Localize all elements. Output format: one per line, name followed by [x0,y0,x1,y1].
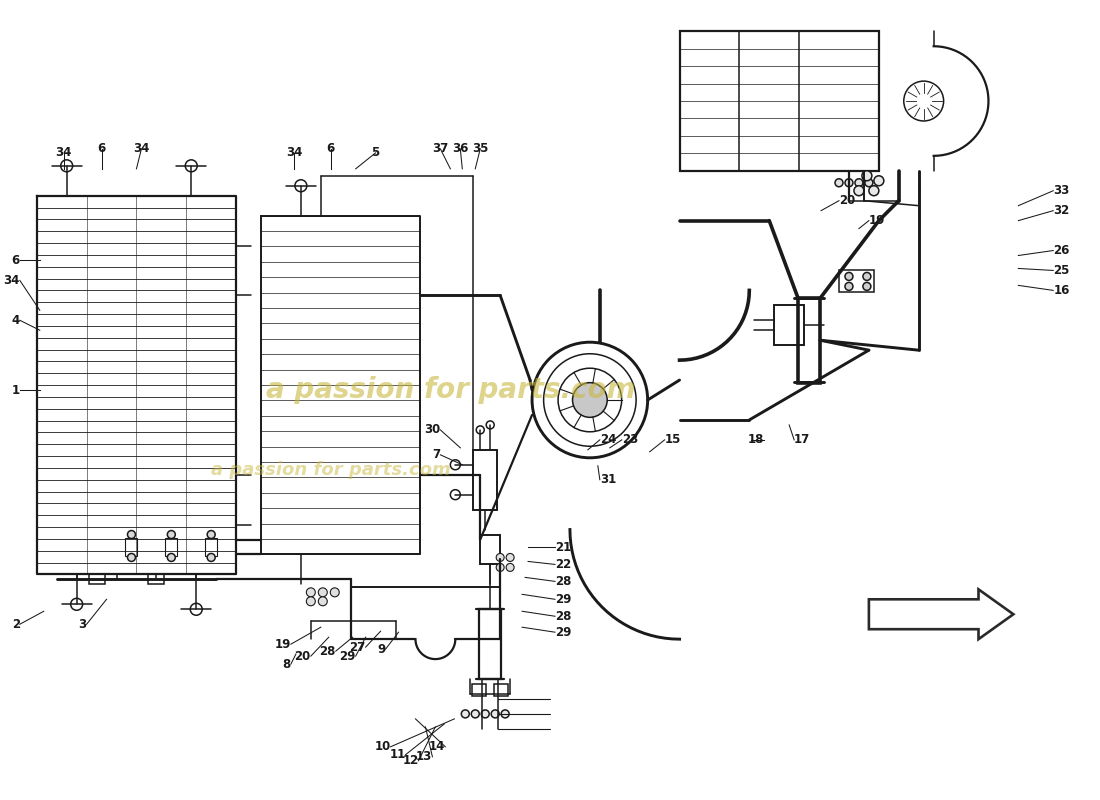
Bar [481,534,500,565]
Circle shape [572,382,607,418]
Circle shape [318,597,328,606]
Bar [148,574,164,584]
Circle shape [865,178,873,186]
Text: 3: 3 [78,618,87,630]
Text: 30: 30 [425,423,440,436]
Circle shape [167,530,175,538]
Text: 13: 13 [416,750,432,763]
Text: 7: 7 [432,448,440,462]
Text: 9: 9 [377,642,386,656]
Text: 33: 33 [1053,184,1069,198]
Bar [799,298,821,383]
Text: 29: 29 [339,650,355,662]
Circle shape [207,554,216,562]
Circle shape [306,588,316,597]
Bar [89,574,104,584]
Bar [839,270,873,292]
Circle shape [461,710,470,718]
Circle shape [167,554,175,562]
Text: 1: 1 [12,383,20,397]
Circle shape [845,178,853,186]
Text: 8: 8 [283,658,290,670]
Circle shape [318,588,328,597]
Text: 6: 6 [327,142,334,155]
Text: 15: 15 [664,434,681,446]
Text: 14: 14 [429,740,446,754]
Circle shape [128,530,135,538]
Text: 11: 11 [389,748,406,762]
Circle shape [207,530,216,538]
Text: 29: 29 [556,626,571,638]
Text: 34: 34 [133,142,150,155]
Text: 21: 21 [556,541,571,554]
Text: 18: 18 [748,434,764,446]
Circle shape [496,554,504,562]
Text: 19: 19 [869,214,886,227]
Circle shape [496,563,504,571]
Text: 34: 34 [55,146,72,159]
Text: 28: 28 [556,575,571,588]
Text: 10: 10 [374,740,390,754]
Text: 19: 19 [275,638,290,650]
Text: 29: 29 [556,593,571,606]
Text: 26: 26 [1053,244,1069,257]
Bar [206,538,217,557]
Bar [480,610,502,679]
Text: 31: 31 [600,474,616,486]
Bar [494,684,508,696]
Text: 24: 24 [600,434,616,446]
Circle shape [862,170,872,181]
Circle shape [873,176,883,186]
Bar [125,538,138,557]
Text: 6: 6 [98,142,106,155]
Text: 32: 32 [1053,204,1069,217]
Text: 35: 35 [472,142,488,155]
Circle shape [481,710,490,718]
Text: 28: 28 [556,610,571,622]
Circle shape [306,597,316,606]
Circle shape [471,710,480,718]
Text: 23: 23 [621,434,638,446]
Bar [473,450,497,510]
Text: 34: 34 [286,146,302,159]
Circle shape [855,178,862,186]
Circle shape [854,186,864,196]
Text: a passion for parts.com: a passion for parts.com [211,461,451,478]
Text: 5: 5 [372,146,379,159]
Text: 20: 20 [839,194,855,207]
Text: 17: 17 [794,434,811,446]
Circle shape [845,282,853,290]
Circle shape [835,178,843,186]
Circle shape [128,554,135,562]
Text: 36: 36 [452,142,469,155]
Bar [680,31,879,170]
Text: 37: 37 [432,142,449,155]
Polygon shape [869,594,1009,634]
Bar [165,538,177,557]
Text: 12: 12 [403,754,418,767]
Text: 27: 27 [350,641,365,654]
Text: 16: 16 [1053,284,1069,297]
Text: 4: 4 [12,314,20,326]
Circle shape [492,710,499,718]
Text: 6: 6 [12,254,20,267]
Text: 28: 28 [319,645,336,658]
Circle shape [502,710,509,718]
Circle shape [845,273,853,281]
Circle shape [330,588,339,597]
Text: 34: 34 [3,274,20,287]
Text: 22: 22 [556,558,571,571]
Bar [472,684,486,696]
Circle shape [862,273,871,281]
Text: 25: 25 [1053,264,1069,277]
Text: 2: 2 [12,618,20,630]
Circle shape [862,282,871,290]
Circle shape [869,186,879,196]
Text: a passion for parts.com: a passion for parts.com [265,376,635,404]
Bar [774,306,804,345]
Text: 20: 20 [295,650,311,662]
Circle shape [506,554,514,562]
Circle shape [506,563,514,571]
